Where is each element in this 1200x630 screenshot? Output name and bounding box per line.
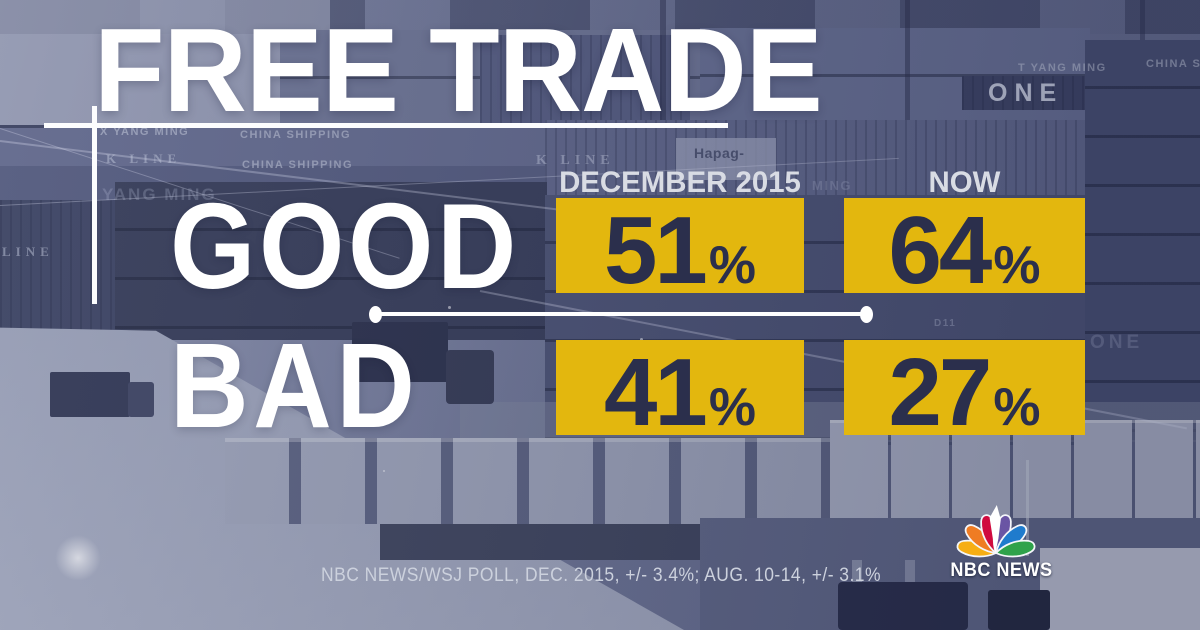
divider-dot-right (860, 306, 873, 323)
bg-container-stack-dark (0, 200, 115, 340)
value-bad-now: 27% (844, 340, 1085, 446)
percent-sign: % (708, 378, 756, 437)
value-number: 51 (604, 197, 708, 304)
value-number: 64 (888, 197, 993, 304)
bg-light-pole (1026, 460, 1029, 556)
nbc-peacock-icon (956, 505, 1036, 558)
bg-speck (556, 96, 558, 98)
bg-light-flare (55, 535, 101, 581)
row-label-good: GOOD (170, 178, 520, 314)
bg-truck-white-trailer (1040, 548, 1200, 630)
bg-speck (640, 338, 643, 341)
container-brand-label: Hapag- (694, 145, 745, 161)
bg-crane-post (905, 0, 910, 150)
nbc-news-logo: NBC NEWS (948, 492, 1053, 582)
bg-container-stack (480, 35, 690, 130)
bg-sky-patch (0, 0, 330, 138)
percent-sign: % (993, 236, 1041, 295)
bg-container-dark (962, 76, 1088, 110)
bg-speck (448, 306, 451, 309)
divider-dot-left (369, 306, 382, 323)
value-number: 41 (604, 339, 708, 446)
value-good-dec2015: 51% (556, 198, 804, 304)
container-brand-label: YANG MING (102, 185, 217, 204)
container-brand-label: K LINE (536, 153, 615, 168)
bg-crane-post (660, 0, 666, 120)
bg-trailer-row (225, 438, 835, 524)
source-attribution: NBC NEWS/WSJ POLL, DEC. 2015, +/- 3.4%; … (321, 565, 881, 586)
bg-truck-cab (446, 350, 494, 404)
row-divider (369, 306, 873, 323)
percent-sign: % (708, 236, 756, 295)
container-brand-label: CHINA S (1146, 58, 1200, 70)
value-good-now: 64% (844, 198, 1085, 304)
container-brand-label: K LINE (106, 151, 182, 166)
row-label-bad: BAD (170, 317, 420, 453)
title-underline (44, 123, 728, 128)
bg-container-wall (545, 120, 1090, 202)
container-brand-label: T YANG MING (1018, 62, 1107, 74)
container-brand-label: ONE (988, 79, 1064, 107)
bg-container-stack-dark (1085, 40, 1200, 440)
bg-container-stack-dark (115, 182, 547, 340)
percent-sign: % (993, 378, 1041, 437)
bg-white-containers (830, 420, 1200, 523)
container-brand-label: ONE (1090, 332, 1144, 353)
container-brand-label: MING (812, 178, 852, 193)
container-brand-label: CHINA SHIPPING (240, 129, 352, 141)
nbc-news-wordmark: NBC NEWS (950, 560, 1053, 581)
container-brand-label: LINE (2, 244, 54, 259)
page-title: FREE TRADE (94, 4, 823, 137)
column-header-now: NOW (928, 166, 1001, 199)
bg-truck-cab-dark (988, 590, 1050, 630)
bg-speck (383, 470, 385, 472)
value-bad-dec2015: 41% (556, 340, 804, 446)
value-number: 27 (888, 339, 993, 446)
container-brand-label: CHINA SHIPPING (242, 159, 354, 171)
bg-truck-trailer (352, 322, 448, 382)
container-brand-label: D11 (934, 318, 957, 329)
bg-truck-cab-dark (838, 582, 968, 630)
container-brand-label: X YANG MING (100, 126, 190, 138)
divider-line (376, 312, 866, 316)
column-header-december-2015: DECEMBER 2015 (559, 166, 801, 199)
bg-truck-cab (128, 382, 154, 417)
bg-truck-trailer (50, 372, 130, 417)
bg-container-light (676, 138, 776, 180)
title-crossline (92, 106, 97, 304)
